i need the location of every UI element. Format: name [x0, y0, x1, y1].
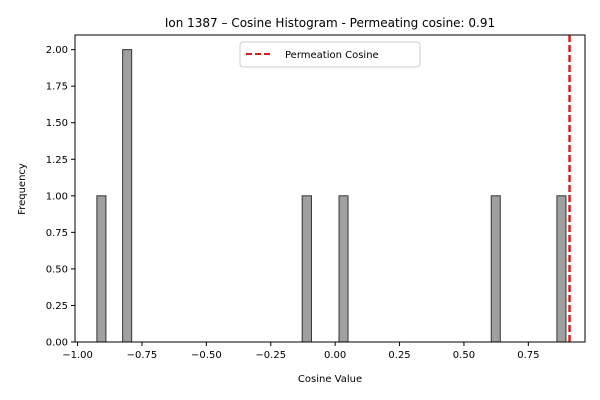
- x-tick-label: 0.50: [453, 350, 475, 361]
- histogram-bar: [490, 195, 501, 343]
- x-ticks-layer: −1.00 −0.75 −0.50 −0.25 0.00 0.25 0.50 0.75: [62, 342, 539, 361]
- y-tick-label: 0.25: [46, 301, 68, 312]
- y-tick-label: 1.00: [46, 191, 68, 202]
- histogram-bar: [556, 195, 567, 343]
- bars-layer: [96, 49, 567, 343]
- legend-box: [239, 41, 421, 68]
- x-tick-label: −1.00: [62, 350, 93, 361]
- chart-title: Ion 1387 – Cosine Histogram - Permeating…: [165, 16, 495, 30]
- histogram-bar: [122, 49, 133, 343]
- y-tick-label: 0.50: [46, 264, 68, 275]
- histogram-bar: [96, 195, 107, 343]
- legend: Permeation Cosine: [239, 41, 421, 68]
- y-axis-title: Frequency: [17, 163, 28, 215]
- x-tick-label: −0.50: [191, 350, 222, 361]
- histogram-bar: [301, 195, 312, 343]
- x-axis-title: Cosine Value: [298, 374, 362, 385]
- x-tick-label: 0.75: [517, 350, 539, 361]
- y-tick-label: 1.25: [46, 155, 68, 166]
- x-tick-label: 0.00: [324, 350, 346, 361]
- histogram-bar: [338, 195, 349, 343]
- y-tick-label: 1.50: [46, 118, 68, 129]
- x-tick-label: −0.75: [127, 350, 158, 361]
- y-tick-label: 1.75: [46, 82, 68, 93]
- y-tick-label: 0.75: [46, 228, 68, 239]
- x-tick-label: 0.25: [388, 350, 410, 361]
- y-tick-label: 2.00: [46, 45, 68, 56]
- x-tick-label: −0.25: [255, 350, 286, 361]
- y-tick-label: 0.00: [46, 338, 68, 349]
- y-ticks-layer: 0.00 0.25 0.50 0.75 1.00 1.25 1.50 1.75 2.00: [46, 45, 75, 349]
- plot-frame: [74, 34, 586, 343]
- legend-label: Permeation Cosine: [285, 50, 379, 61]
